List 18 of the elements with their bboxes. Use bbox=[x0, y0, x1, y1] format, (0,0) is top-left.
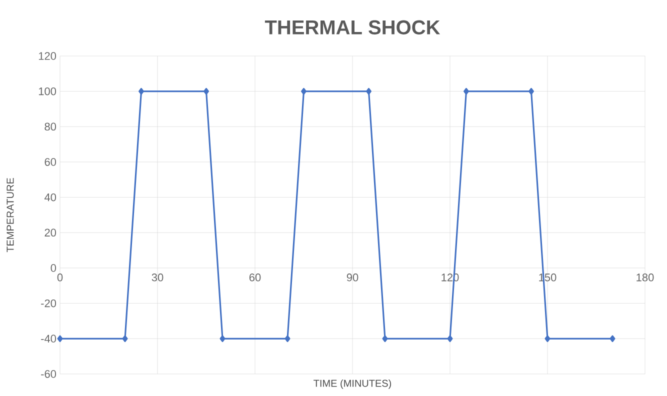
y-tick-label: -20 bbox=[41, 299, 56, 308]
y-axis-title: TEMPERATURE bbox=[6, 178, 14, 252]
x-axis-title: TIME (MINUTES) bbox=[314, 380, 392, 389]
chart-title: THERMAL SHOCK bbox=[264, 20, 440, 34]
y-tick-label: -60 bbox=[41, 370, 56, 378]
y-tick-label: 120 bbox=[38, 52, 56, 60]
y-tick-label: 20 bbox=[44, 228, 56, 237]
x-tick-label: 90 bbox=[346, 274, 358, 282]
y-tick-label: -40 bbox=[41, 334, 56, 343]
y-tick-label: 0 bbox=[50, 264, 56, 272]
x-tick-label: 0 bbox=[57, 274, 63, 282]
y-tick-label: 80 bbox=[44, 122, 56, 131]
y-tick-label: 40 bbox=[44, 193, 56, 202]
y-tick-label: 100 bbox=[38, 87, 56, 96]
x-tick-label: 180 bbox=[636, 274, 654, 282]
y-tick-label: 60 bbox=[44, 158, 56, 166]
x-tick-label: 60 bbox=[249, 274, 261, 282]
x-tick-label: 30 bbox=[152, 274, 164, 282]
